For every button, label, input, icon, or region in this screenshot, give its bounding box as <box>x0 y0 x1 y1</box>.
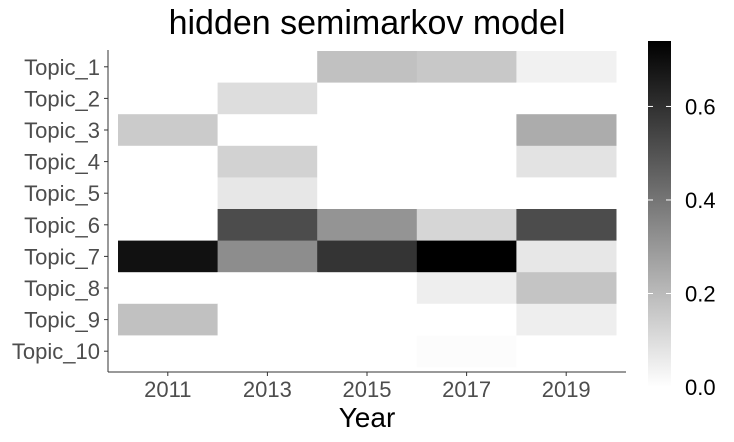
legend-tick-label: 0.0 <box>685 375 716 400</box>
legend-tick-label: 0.2 <box>685 281 716 306</box>
heatmap-cell-topic-8-2013 <box>217 272 318 305</box>
heatmap-cell-topic-5-2019 <box>516 177 617 210</box>
y-tick-label: Topic_8 <box>24 276 100 301</box>
chart-title: hidden semimarkov model <box>169 4 566 42</box>
heatmap-cell-topic-3-2011 <box>118 114 219 147</box>
heatmap-cell-topic-1-2013 <box>217 51 318 84</box>
legend-tick-label: 0.4 <box>685 188 716 213</box>
heatmap-cell-topic-5-2013 <box>217 177 318 210</box>
heatmap-cell-topic-6-2011 <box>118 209 219 242</box>
heatmap-cell-topic-2-2019 <box>516 82 617 115</box>
heatmap-cell-topic-3-2017 <box>416 114 517 147</box>
heatmap-cell-topic-3-2015 <box>317 114 418 147</box>
heatmap-cell-topic-7-2011 <box>118 240 219 273</box>
heatmap-cell-topic-1-2015 <box>317 51 418 84</box>
heatmap-cell-topic-2-2015 <box>317 82 418 115</box>
heatmap-cell-topic-9-2019 <box>516 303 617 336</box>
heatmap-cell-topic-5-2015 <box>317 177 418 210</box>
y-tick-label: Topic_1 <box>24 55 100 80</box>
heatmap-cell-topic-8-2011 <box>118 272 219 305</box>
heatmap-cell-topic-8-2017 <box>416 272 517 305</box>
x-axis-ticks: 2011 2013 2015 2017 2019 <box>144 372 591 402</box>
heatmap-cell-topic-10-2015 <box>317 335 418 368</box>
heatmap-cell-topic-9-2015 <box>317 303 418 336</box>
heatmap-cell-topic-2-2017 <box>416 82 517 115</box>
heatmap-cell-topic-6-2019 <box>516 209 617 242</box>
y-tick-label: Topic_2 <box>24 86 100 111</box>
y-tick-label: Topic_10 <box>12 339 100 364</box>
heatmap-cell-topic-4-2013 <box>217 145 318 178</box>
heatmap-cell-topic-9-2013 <box>217 303 318 336</box>
heatmap-cell-topic-10-2013 <box>217 335 318 368</box>
heatmap-cell-topic-6-2015 <box>317 209 418 242</box>
x-tick-label: 2013 <box>243 377 292 402</box>
heatmap-cell-topic-8-2019 <box>516 272 617 305</box>
y-tick-label: Topic_6 <box>24 213 100 238</box>
heatmap-cell-topic-5-2011 <box>118 177 219 210</box>
heatmap-cell-topic-6-2013 <box>217 209 318 242</box>
heatmap-cell-topic-3-2019 <box>516 114 617 147</box>
heatmap-cell-topic-7-2019 <box>516 240 617 273</box>
y-tick-label: Topic_9 <box>24 308 100 333</box>
heatmap-cell-topic-3-2013 <box>217 114 318 147</box>
heatmap-cell-topic-4-2011 <box>118 145 219 178</box>
heatmap-cell-topic-10-2017 <box>416 335 517 368</box>
heatmap-cell-topic-4-2015 <box>317 145 418 178</box>
x-tick-label: 2015 <box>343 377 392 402</box>
heatmap-cell-topic-7-2015 <box>317 240 418 273</box>
y-tick-label: Topic_5 <box>24 181 100 206</box>
heatmap-cell-topic-2-2013 <box>217 82 318 115</box>
heatmap-cell-topic-4-2019 <box>516 145 617 178</box>
heatmap-cells <box>118 51 617 368</box>
color-legend-ticks: 0.0 0.2 0.4 0.6 <box>648 94 716 400</box>
legend-tick-label: 0.6 <box>685 94 716 119</box>
heatmap-cell-topic-1-2017 <box>416 51 517 84</box>
heatmap-cell-topic-2-2011 <box>118 82 219 115</box>
heatmap-cell-topic-7-2017 <box>416 240 517 273</box>
heatmap-cell-topic-10-2011 <box>118 335 219 368</box>
heatmap-cell-topic-6-2017 <box>416 209 517 242</box>
heatmap-cell-topic-8-2015 <box>317 272 418 305</box>
y-tick-label: Topic_7 <box>24 244 100 269</box>
color-legend-bar <box>648 41 671 387</box>
y-tick-label: Topic_3 <box>24 118 100 143</box>
heatmap-cell-topic-1-2019 <box>516 51 617 84</box>
y-axis-ticks: Topic_1 Topic_2 Topic_3 Topic_4 Topic_5 Topic… <box>12 55 108 364</box>
x-tick-label: 2017 <box>442 377 491 402</box>
heatmap-cell-topic-9-2011 <box>118 303 219 336</box>
heatmap-cell-topic-9-2017 <box>416 303 517 336</box>
heatmap-cell-topic-1-2011 <box>118 51 219 84</box>
x-tick-label: 2011 <box>144 377 191 402</box>
heatmap-cell-topic-10-2019 <box>516 335 617 368</box>
heatmap-cell-topic-4-2017 <box>416 145 517 178</box>
x-tick-label: 2019 <box>542 377 591 402</box>
heatmap-cell-topic-5-2017 <box>416 177 517 210</box>
x-axis-title: Year <box>339 402 396 433</box>
y-tick-label: Topic_4 <box>24 150 100 175</box>
heatmap-cell-topic-7-2013 <box>217 240 318 273</box>
